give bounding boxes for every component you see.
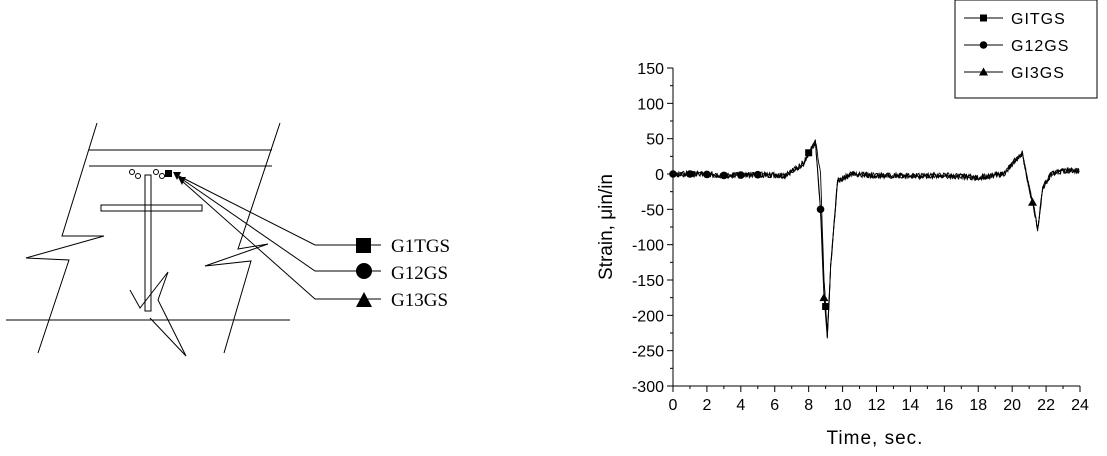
circle-data-marker [816, 205, 825, 214]
x-tick-label: 8 [804, 397, 813, 414]
y-tick-label: -100 [632, 238, 664, 255]
square-icon [980, 14, 987, 22]
square-icon [356, 238, 371, 253]
y-tick-label: 50 [646, 132, 664, 149]
x-axis-label: Time, sec. [827, 428, 924, 449]
y-tick-label: -200 [632, 308, 664, 325]
gauge-circle [153, 169, 159, 175]
left-boundary [25, 122, 105, 354]
gauge-label-g13gs: G13GS [391, 290, 448, 311]
legend-box [954, 0, 1098, 99]
leader-line-g1tgs [174, 173, 347, 246]
triangle-icon [979, 67, 988, 76]
series-line-3 [672, 139, 1080, 338]
series-markers [669, 149, 1038, 310]
x-tick-label: 6 [770, 397, 779, 414]
y-tick-label: -150 [632, 273, 664, 290]
y-tick-label: 100 [637, 96, 664, 113]
circle-icon [356, 263, 372, 279]
square-data-marker [822, 303, 830, 310]
y-tick-label: 0 [655, 167, 664, 184]
x-tick-label: 4 [736, 397, 745, 414]
gauge-circle [159, 173, 165, 179]
circle-data-marker [703, 170, 711, 179]
y-tick-label: 150 [637, 61, 664, 78]
circle-data-marker [669, 170, 677, 178]
x-tick-label: 10 [834, 397, 852, 414]
series-line-2 [672, 141, 1080, 339]
x-tick-label: 24 [1071, 397, 1089, 414]
x-ticks: 0 2 4 6 8 10 12 14 16 18 20 22 24 [669, 386, 1089, 414]
x-tick-label: 16 [935, 397, 953, 414]
x-tick-label: 22 [1037, 397, 1055, 414]
leader-lines [174, 173, 347, 300]
right-boundary [204, 122, 281, 354]
circle-data-marker [686, 170, 694, 178]
x-tick-label: 18 [969, 397, 987, 414]
chart-legend: GITGS G12GS GI3GS [954, 0, 1098, 99]
circle-data-marker [737, 171, 745, 179]
leader-line-g13gs [181, 180, 347, 300]
gauge-label-g1tgs: G1TGS [391, 236, 450, 257]
girder-schematic [6, 122, 290, 357]
gauge-label-g12gs: G12GS [391, 263, 448, 284]
chart-axes [672, 68, 1080, 387]
x-tick-label: 14 [902, 397, 920, 414]
square-data-marker [805, 149, 813, 157]
x-tick-label: 0 [669, 397, 678, 414]
x-tick-label: 12 [868, 397, 886, 414]
schematic-gauge-key: G1TGS G12GS G13GS [347, 236, 450, 311]
series-line-1 [672, 141, 1080, 331]
triangle-icon [356, 292, 372, 307]
gauge-circle [135, 173, 141, 179]
legend-label: GI3GS [1011, 65, 1065, 82]
circle-icon [979, 41, 988, 49]
legend-label: GITGS [1011, 11, 1066, 28]
gauge-circle [129, 169, 135, 175]
y-ticks: 150 100 50 0 -50 -100 -150 -200 -250 -300 [632, 61, 673, 396]
triangle-data-marker [1028, 197, 1038, 206]
legend-label: G12GS [1011, 38, 1069, 55]
x-tick-label: 20 [1003, 397, 1021, 414]
square-gauge-marker [165, 170, 172, 177]
triangle-data-marker [819, 293, 829, 302]
x-tick-label: 2 [702, 397, 711, 414]
leader-line-g12gs [178, 176, 347, 272]
y-tick-label: -300 [632, 379, 664, 396]
series-lines [672, 139, 1080, 339]
y-tick-label: -250 [632, 344, 664, 361]
girder-flange [100, 204, 203, 212]
circle-data-marker [753, 170, 762, 179]
pile-break [129, 271, 187, 357]
girder-web [144, 174, 152, 312]
y-tick-label: -50 [641, 202, 664, 219]
circle-data-marker [720, 171, 728, 180]
y-axis-label: Strain, μin/in [596, 174, 617, 280]
